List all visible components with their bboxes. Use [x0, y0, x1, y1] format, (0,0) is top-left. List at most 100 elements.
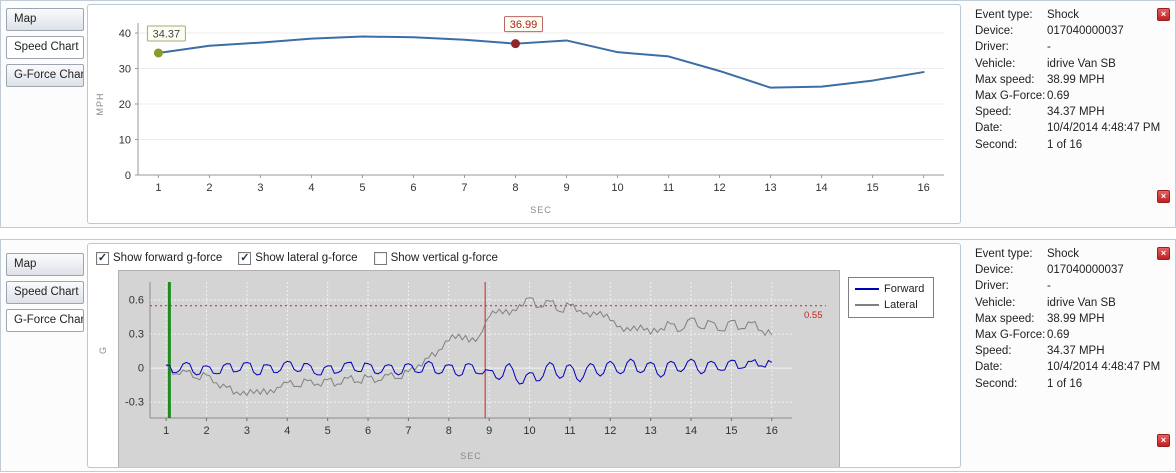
svg-text:10: 10	[523, 425, 535, 437]
svg-text:0.3: 0.3	[129, 329, 144, 341]
gforce-info-panel: Event type: Shock Device: 017040000037 Drive…	[967, 240, 1175, 471]
gforce-chart-panel: Map Speed Chart G-Force Chart ✓ Show forwar…	[0, 239, 1176, 472]
checkbox-show-vertical-g-force[interactable]: Show vertical g-force	[373, 251, 498, 265]
info-value: 34.37 MPH	[1047, 345, 1105, 358]
svg-text:MPH: MPH	[95, 93, 105, 116]
info-row-date: Date: 10/4/2014 4:48:47 PM	[975, 122, 1173, 134]
svg-text:12: 12	[604, 425, 616, 437]
info-label: Event type:	[975, 248, 1033, 260]
svg-text:0: 0	[138, 363, 144, 375]
svg-text:13: 13	[645, 425, 657, 437]
info-row-event-type: Event type: Shock	[975, 248, 1173, 260]
tab-speed-chart[interactable]: Speed Chart	[6, 281, 84, 304]
svg-text:16: 16	[766, 425, 778, 437]
gforce-chart-box: ✓ Show forward g-force ✓ Show lateral g-for…	[87, 243, 961, 468]
gforce-chart-row: -0.3 0 0.3 0.6 1 2 3 4 5 6 7 8 9 10 11 12 13 14 15 16 SEC G 0.…	[92, 270, 960, 468]
info-value: 0.69	[1047, 328, 1070, 341]
svg-text:11: 11	[663, 182, 674, 194]
svg-text:10: 10	[119, 135, 131, 147]
svg-text:6: 6	[365, 425, 371, 437]
info-row-max-speed: Max speed: 38.99 MPH	[975, 313, 1173, 325]
info-row-max-speed: Max speed: 38.99 MPH	[975, 74, 1173, 86]
gforce-chart-svg[interactable]: -0.300.30.61 2 3 4 5 6 7 8 9 10 11 12 13 14 15 16SECG0.…	[92, 270, 840, 468]
close-icon[interactable]: ×	[1157, 247, 1170, 260]
gforce-options-row: ✓ Show forward g-force ✓ Show lateral g-for…	[92, 246, 960, 270]
svg-text:1: 1	[163, 425, 169, 437]
info-label: Date:	[975, 361, 1003, 374]
svg-text:3: 3	[244, 425, 250, 437]
info-label: Device:	[975, 264, 1014, 277]
info-row-driver: Driver: -	[975, 41, 1173, 53]
info-row-max-g-force: Max G-Force: 0.69	[975, 329, 1173, 341]
svg-text:5: 5	[359, 182, 365, 194]
speed-tab-column: Map Speed Chart G-Force Chart	[1, 1, 87, 227]
speed-chart-panel: Map Speed Chart G-Force Chart 0 10 20 30 40 1 2 3…	[0, 0, 1176, 228]
info-row-vehicle: Vehicle: idrive Van SB	[975, 297, 1173, 309]
svg-text:10: 10	[611, 182, 623, 194]
svg-text:30: 30	[119, 64, 131, 76]
speed-chart-box: 0 10 20 30 40 1 2 3 4 5 6 7 8 9 10 11 12 13 14 15 16 SEC MPH 34…	[87, 4, 961, 224]
tab-g-force-chart[interactable]: G-Force Chart	[6, 64, 84, 87]
svg-text:9: 9	[563, 182, 569, 194]
checkbox-show-lateral-g-force[interactable]: ✓ Show lateral g-force	[238, 251, 358, 265]
info-row-device: Device: 017040000037	[975, 25, 1173, 37]
checkbox-label: Show lateral g-force	[255, 252, 358, 264]
svg-text:SEC: SEC	[460, 451, 482, 461]
svg-text:2: 2	[203, 425, 209, 437]
svg-text:14: 14	[815, 182, 827, 194]
svg-text:G: G	[98, 346, 108, 354]
annotation-label: 36.99	[510, 19, 538, 31]
checkbox-checked-icon[interactable]: ✓	[96, 251, 109, 265]
svg-text:6: 6	[410, 182, 416, 194]
svg-text:1: 1	[155, 182, 161, 194]
info-row-driver: Driver: -	[975, 280, 1173, 292]
checkbox-checked-icon[interactable]: ✓	[238, 251, 252, 265]
annotation-dot	[153, 48, 163, 58]
info-row-date: Date: 10/4/2014 4:48:47 PM	[975, 361, 1173, 373]
close-icon[interactable]: ×	[1157, 190, 1170, 203]
svg-text:7: 7	[461, 182, 467, 194]
close-icon[interactable]: ×	[1157, 8, 1170, 21]
gforce-info-rows: Event type: Shock Device: 017040000037 Drive…	[975, 248, 1173, 390]
checkbox-show-forward-g-force[interactable]: ✓ Show forward g-force	[96, 251, 223, 265]
svg-text:14: 14	[685, 425, 697, 437]
svg-text:16: 16	[917, 182, 929, 194]
info-label: Max G-Force:	[975, 328, 1046, 341]
info-label: Event type:	[975, 9, 1033, 21]
info-value: 38.99 MPH	[1047, 312, 1105, 325]
info-value: idrive Van SB	[1047, 296, 1116, 309]
checkbox-unchecked-icon[interactable]	[373, 251, 387, 265]
tab-map[interactable]: Map	[6, 8, 84, 31]
info-label: Second:	[975, 377, 1018, 390]
svg-text:15: 15	[725, 425, 737, 437]
svg-text:40: 40	[119, 28, 131, 40]
svg-text:0: 0	[125, 170, 131, 182]
info-label: Vehicle:	[975, 57, 1016, 70]
tab-g-force-chart[interactable]: G-Force Chart	[6, 309, 84, 332]
svg-text:13: 13	[764, 182, 776, 194]
info-label: Speed:	[975, 345, 1012, 358]
close-icon[interactable]: ×	[1157, 434, 1170, 447]
info-value: 1 of 16	[1047, 377, 1083, 390]
chart-legend: Forward Lateral	[848, 277, 935, 318]
info-label: Max G-Force:	[975, 89, 1046, 102]
checkbox-label: Show forward g-force	[113, 252, 223, 264]
speed-info-panel: Event type: Shock Device: 017040000037 Drive…	[967, 1, 1175, 227]
tab-map[interactable]: Map	[6, 253, 84, 276]
info-value: 1 of 16	[1047, 138, 1083, 151]
svg-text:15: 15	[866, 182, 878, 194]
svg-text:2: 2	[206, 182, 212, 194]
gforce-tab-column: Map Speed Chart G-Force Chart	[1, 240, 87, 471]
info-value: -	[1047, 41, 1051, 54]
info-value: 017040000037	[1047, 264, 1124, 277]
tab-speed-chart[interactable]: Speed Chart	[6, 36, 84, 59]
annotation-dot	[510, 39, 520, 49]
legend-line-icon	[855, 288, 879, 290]
forward-line	[166, 358, 773, 385]
info-value: -	[1047, 280, 1051, 293]
info-value: 017040000037	[1047, 25, 1124, 38]
info-value: 10/4/2014 4:48:47 PM	[1047, 122, 1161, 135]
info-value: 10/4/2014 4:48:47 PM	[1047, 361, 1161, 374]
